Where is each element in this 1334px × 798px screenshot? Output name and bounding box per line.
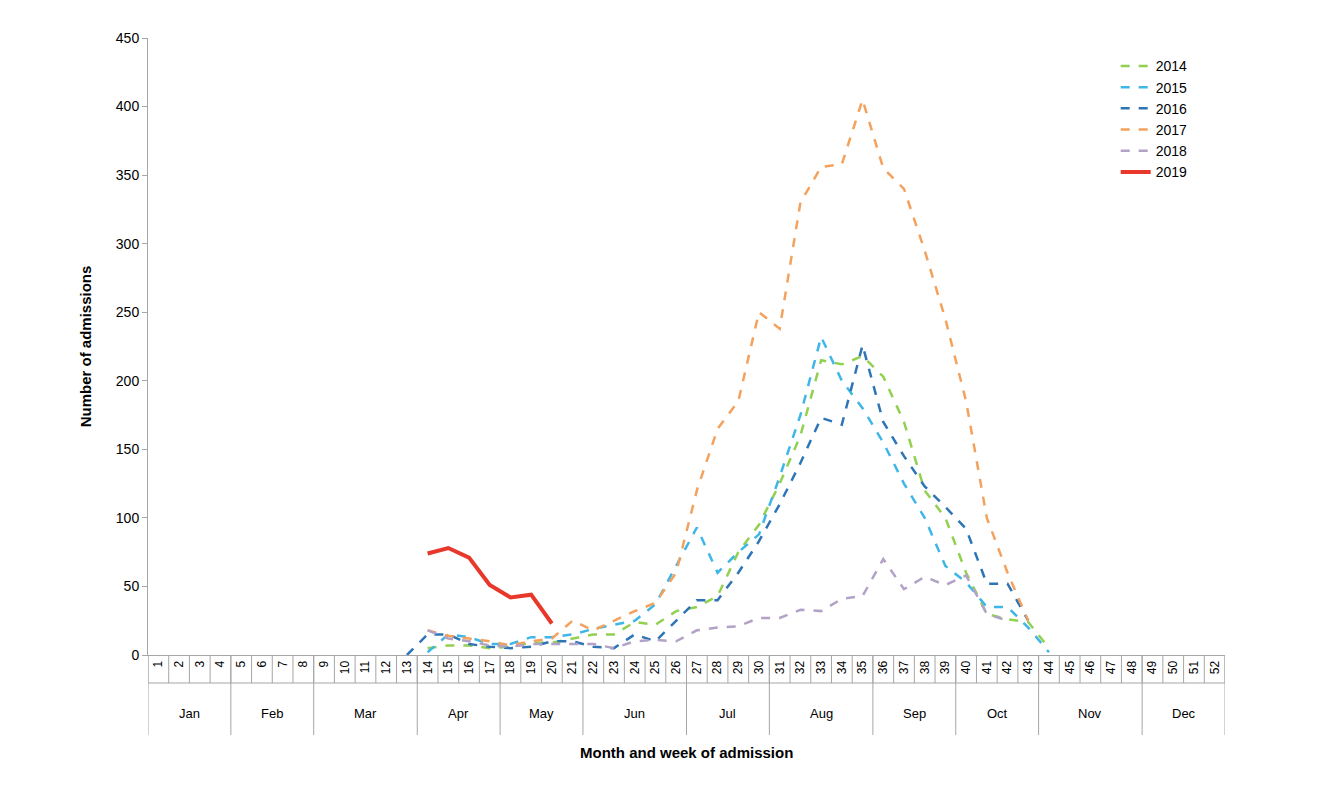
svg-text:16: 16: [462, 660, 476, 674]
svg-text:27: 27: [690, 660, 704, 674]
svg-text:52: 52: [1208, 660, 1222, 674]
svg-text:13: 13: [400, 660, 414, 674]
svg-text:100: 100: [116, 510, 140, 526]
svg-text:4: 4: [213, 660, 227, 667]
svg-text:40: 40: [959, 660, 973, 674]
svg-text:250: 250: [116, 304, 140, 320]
svg-text:2014: 2014: [1156, 58, 1187, 74]
svg-text:29: 29: [731, 660, 745, 674]
svg-text:22: 22: [586, 660, 600, 674]
svg-text:Apr: Apr: [448, 706, 469, 721]
svg-text:2017: 2017: [1156, 122, 1187, 138]
svg-text:Jul: Jul: [719, 706, 736, 721]
svg-text:28: 28: [710, 660, 724, 674]
svg-text:Aug: Aug: [810, 706, 833, 721]
svg-text:38: 38: [918, 660, 932, 674]
svg-text:200: 200: [116, 373, 140, 389]
svg-text:Jun: Jun: [624, 706, 645, 721]
svg-text:18: 18: [503, 660, 517, 674]
svg-text:Month and week of admission: Month and week of admission: [580, 744, 793, 761]
svg-text:46: 46: [1083, 660, 1097, 674]
svg-text:7: 7: [276, 660, 290, 667]
svg-text:2: 2: [172, 660, 186, 667]
svg-text:450: 450: [116, 30, 140, 46]
svg-text:25: 25: [648, 660, 662, 674]
svg-text:36: 36: [876, 660, 890, 674]
svg-text:Nov: Nov: [1078, 706, 1102, 721]
svg-text:150: 150: [116, 441, 140, 457]
svg-text:37: 37: [897, 660, 911, 674]
svg-text:2018: 2018: [1156, 143, 1187, 159]
svg-text:Mar: Mar: [354, 706, 377, 721]
svg-text:48: 48: [1125, 660, 1139, 674]
svg-text:45: 45: [1063, 660, 1077, 674]
svg-text:33: 33: [814, 660, 828, 674]
svg-text:31: 31: [773, 660, 787, 674]
svg-text:34: 34: [835, 660, 849, 674]
svg-text:5: 5: [234, 660, 248, 667]
svg-text:17: 17: [483, 660, 497, 674]
svg-text:41: 41: [980, 660, 994, 674]
svg-text:42: 42: [1000, 660, 1014, 674]
svg-text:20: 20: [545, 660, 559, 674]
svg-text:19: 19: [524, 660, 538, 674]
svg-text:23: 23: [607, 660, 621, 674]
svg-text:21: 21: [565, 660, 579, 674]
svg-text:50: 50: [124, 578, 140, 594]
svg-text:10: 10: [338, 660, 352, 674]
svg-text:0: 0: [131, 647, 139, 663]
svg-text:Dec: Dec: [1172, 706, 1196, 721]
svg-text:11: 11: [358, 660, 372, 673]
svg-text:44: 44: [1042, 660, 1056, 674]
svg-text:35: 35: [855, 660, 869, 674]
svg-text:2016: 2016: [1156, 101, 1187, 117]
svg-text:2015: 2015: [1156, 80, 1187, 96]
svg-text:400: 400: [116, 98, 140, 114]
svg-text:6: 6: [255, 660, 269, 667]
svg-text:30: 30: [752, 660, 766, 674]
svg-text:May: May: [529, 706, 554, 721]
svg-text:300: 300: [116, 236, 140, 252]
svg-text:14: 14: [421, 660, 435, 674]
svg-text:3: 3: [193, 660, 207, 667]
svg-text:47: 47: [1104, 660, 1118, 674]
svg-text:26: 26: [669, 660, 683, 674]
svg-text:39: 39: [938, 660, 952, 674]
svg-text:Sep: Sep: [903, 706, 926, 721]
svg-text:51: 51: [1187, 660, 1201, 674]
svg-text:32: 32: [793, 660, 807, 674]
svg-text:50: 50: [1166, 660, 1180, 674]
svg-text:2019: 2019: [1156, 164, 1187, 180]
svg-text:15: 15: [441, 660, 455, 674]
svg-text:350: 350: [116, 167, 140, 183]
svg-text:8: 8: [296, 660, 310, 667]
svg-text:Number of admissions: Number of admissions: [77, 266, 94, 428]
svg-text:Feb: Feb: [261, 706, 283, 721]
svg-text:12: 12: [379, 660, 393, 674]
svg-text:24: 24: [628, 660, 642, 674]
svg-text:1: 1: [151, 660, 165, 667]
svg-text:43: 43: [1021, 660, 1035, 674]
svg-text:9: 9: [317, 660, 331, 667]
svg-text:49: 49: [1145, 660, 1159, 674]
svg-text:Oct: Oct: [987, 706, 1008, 721]
svg-text:Jan: Jan: [179, 706, 200, 721]
